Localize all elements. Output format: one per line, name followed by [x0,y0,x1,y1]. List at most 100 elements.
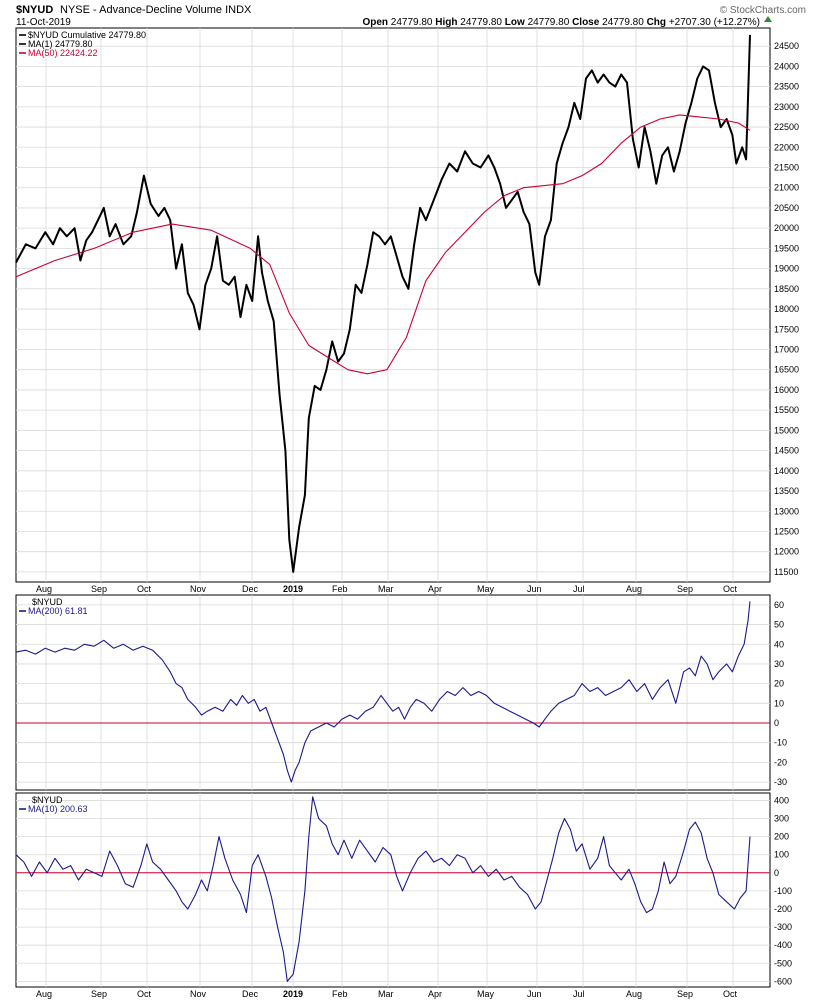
high-label: High [435,17,457,28]
price-y-tick-label: 16500 [774,365,799,375]
price-series-ma-50- [15,114,751,375]
price-x-tick-label: Sep [677,584,693,594]
price-y-tick-label: 22000 [774,142,799,152]
price-y-tick-label: 18500 [774,284,799,294]
ma10-y-tick-label: 300 [774,814,789,824]
price-y-tick-label: 19000 [774,264,799,274]
ma10-legend-entry: $NYUD [32,795,63,805]
ma200-legend-entry: MA(200) 61.81 [28,606,88,616]
ma10-y-tick-label: -500 [774,958,792,968]
symbol-label: $NYUD [16,4,53,16]
price-y-tick-label: 14000 [774,466,799,476]
instrument-name: NYSE - Advance-Decline Volume INDX [60,4,252,16]
price-y-tick-label: 16000 [774,385,799,395]
price-x-tick-label: Dec [242,584,259,594]
ma10-panel: -600 -500 -400 -300 -200 -100 0 100 200 300 400 Aug… [15,792,792,999]
price-y-tick-label: 20500 [774,203,799,213]
price-legend-entry: MA(50) 22424.22 [28,48,98,58]
ma10-y-tick-label: 200 [774,832,789,842]
ma10-y-tick-label: -100 [774,886,792,896]
ma10-y-tick-label: -400 [774,940,792,950]
price-y-tick-label: 21500 [774,163,799,173]
price-y-tick-label: 11500 [774,567,798,577]
ma200-y-tick-label: 20 [774,679,784,689]
ma200-y-tick-label: 30 [774,659,784,669]
ma10-x-tick-label: Oct [137,989,152,999]
price-y-tick-label: 20000 [774,223,799,233]
ma10-y-tick-label: 400 [774,795,789,805]
ma10-frame [15,792,771,988]
ma10-x-tick-label: May [477,989,495,999]
ma10-x-tick-label: Jul [573,989,585,999]
ma10-series-ma-10- [15,796,751,982]
chg-value: +2707.30 (+12.27%) [669,17,760,28]
ma200-y-tick-label: -20 [774,757,787,767]
ma10-y-tick-label: 100 [774,850,789,860]
price-y-tick-label: 24500 [774,41,799,51]
ma10-y-tick-label: -200 [774,904,792,914]
price-y-tick-label: 19500 [774,243,799,253]
price-y-tick-label: 15500 [774,405,799,415]
price-x-tick-label: Jul [573,584,585,594]
ma200-legend-entry: $NYUD [32,597,63,607]
ma10-y-tick-label: -600 [774,976,792,986]
ma10-x-tick-label: Dec [242,989,259,999]
price-y-tick-label: 17500 [774,324,799,334]
price-y-tick-label: 22500 [774,122,799,132]
price-y-tick-label: 13500 [774,486,799,496]
price-x-tick-label: 2019 [283,584,303,594]
ma10-x-tick-label: Jun [527,989,542,999]
watermark: © StockCharts.com [720,5,806,16]
high-value: 24779.80 [460,17,502,28]
ma200-y-tick-label: 0 [774,718,779,728]
ma10-y-tick-label: 0 [774,868,779,878]
price-x-tick-label: Sep [91,584,107,594]
low-label: Low [505,17,525,28]
close-value: 24779.80 [602,17,644,28]
ma10-x-tick-label: Oct [723,989,738,999]
ma10-x-tick-label: Aug [626,989,642,999]
price-frame [15,27,771,583]
chart-date: 11-Oct-2019 [16,17,71,28]
price-y-tick-label: 23500 [774,82,799,92]
ma10-x-tick-label: Apr [428,989,442,999]
price-y-tick-label: 17000 [774,344,799,354]
price-x-tick-label: Oct [137,584,152,594]
ma10-x-tick-label: 2019 [283,989,303,999]
ma10-x-tick-label: Sep [677,989,693,999]
price-y-tick-label: 12500 [774,526,799,536]
price-x-tick-label: Nov [190,584,207,594]
ohlc-readout: Open 24779.80 High 24779.80 Low 24779.80… [362,17,760,28]
price-x-tick-label: Feb [332,584,348,594]
open-label: Open [362,17,388,28]
price-series--nyud-cumulative [15,34,751,573]
ma200-series-ma-200- [15,601,751,783]
chg-label: Chg [647,17,666,28]
ma10-x-tick-label: Mar [378,989,394,999]
ma200-y-tick-label: 40 [774,639,784,649]
price-y-tick-label: 24000 [774,61,799,71]
price-legend-entry: MA(1) 24779.80 [28,39,93,49]
ma10-x-tick-label: Sep [91,989,107,999]
price-x-tick-label: May [477,584,495,594]
ma200-y-tick-label: 50 [774,620,784,630]
price-x-tick-label: Aug [626,584,642,594]
ma200-frame [15,594,771,791]
ma10-legend-entry: MA(10) 200.63 [28,804,88,814]
price-x-tick-label: Apr [428,584,442,594]
price-x-tick-label: Jun [527,584,542,594]
ma10-x-tick-label: Nov [190,989,207,999]
price-y-tick-label: 13000 [774,506,799,516]
price-y-tick-label: 12000 [774,547,799,557]
close-label: Close [572,17,600,28]
low-value: 24779.80 [528,17,570,28]
price-panel: 11500 12000 12500 13000 13500 14000 14500 15000… [15,27,799,594]
ma200-y-tick-label: -10 [774,738,787,748]
price-x-tick-label: Aug [36,584,52,594]
price-x-tick-label: Oct [723,584,738,594]
price-y-tick-label: 18000 [774,304,799,314]
price-x-tick-label: Mar [378,584,394,594]
price-y-tick-label: 15000 [774,425,799,435]
up-arrow-icon [764,16,772,22]
